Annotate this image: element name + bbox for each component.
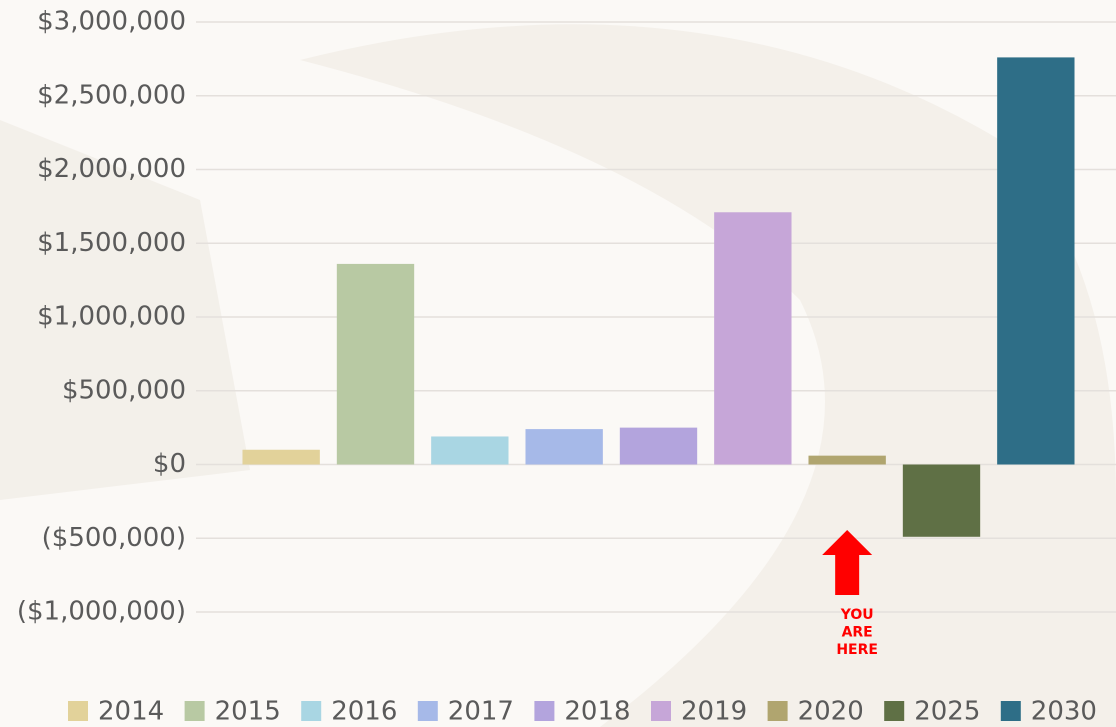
legend-swatch (767, 701, 788, 721)
legend-label: 2018 (564, 697, 630, 727)
y-tick-label: $3,000,000 (37, 7, 186, 37)
y-tick-label: $2,500,000 (37, 80, 186, 110)
legend-swatch (184, 701, 205, 721)
legend-swatch (651, 701, 671, 721)
y-tick-label: ($1,000,000) (17, 597, 186, 627)
legend-swatch (1000, 701, 1021, 721)
bar (902, 464, 981, 537)
legend-label: 2019 (681, 697, 747, 727)
legend-swatch (301, 701, 322, 721)
legend-label: 2015 (215, 697, 281, 727)
legend-label: 2017 (448, 697, 514, 727)
legend-label: 2016 (331, 697, 397, 727)
annotation-arrow (822, 530, 873, 595)
bar (808, 455, 886, 465)
bar (619, 427, 698, 465)
legend-swatch (417, 701, 438, 721)
legend-swatch (68, 701, 88, 721)
bar (525, 429, 603, 465)
legend-label: 2030 (1031, 697, 1097, 727)
legend-swatch (534, 701, 555, 721)
legend-label: 2025 (914, 697, 980, 727)
legend-label: 2014 (98, 697, 164, 727)
bar (997, 57, 1075, 465)
bar (336, 263, 415, 465)
y-tick-label: $1,500,000 (37, 228, 186, 258)
background-shape (300, 24, 1116, 727)
y-tick-label: $1,000,000 (37, 302, 186, 332)
y-tick-label: $2,000,000 (37, 154, 186, 184)
bar (431, 436, 509, 465)
annotation-text: HERE (836, 642, 878, 658)
annotation-text: YOU (840, 607, 874, 623)
legend-swatch (884, 701, 905, 721)
y-tick-label: ($500,000) (42, 523, 186, 553)
y-tick-label: $0 (153, 449, 186, 479)
background-shape (0, 120, 250, 500)
bar (714, 212, 792, 465)
y-tick-label: $500,000 (62, 375, 186, 405)
legend-label: 2020 (798, 697, 864, 727)
bar (242, 449, 320, 465)
annotation-text: ARE (842, 625, 873, 641)
